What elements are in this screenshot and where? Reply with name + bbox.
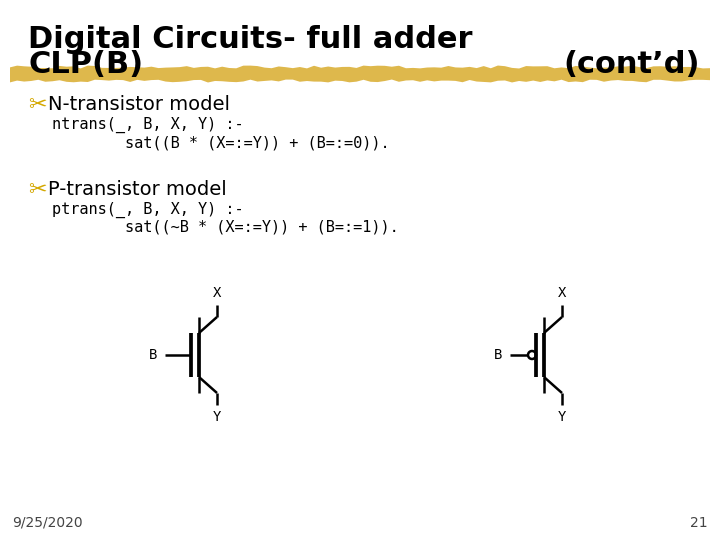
Text: 21: 21 — [690, 516, 708, 530]
Text: X: X — [558, 286, 566, 300]
Text: sat((~B * (X=:=Y)) + (B=:=1)).: sat((~B * (X=:=Y)) + (B=:=1)). — [52, 220, 399, 235]
Text: 9/25/2020: 9/25/2020 — [12, 516, 83, 530]
Text: B: B — [148, 348, 157, 362]
Text: sat((B * (X=:=Y)) + (B=:=0)).: sat((B * (X=:=Y)) + (B=:=0)). — [52, 135, 390, 150]
Text: (cont’d): (cont’d) — [564, 50, 700, 79]
Text: P-transistor model: P-transistor model — [48, 180, 227, 199]
Text: ✂: ✂ — [28, 95, 47, 115]
Text: B: B — [494, 348, 502, 362]
Text: ptrans(_, B, X, Y) :-: ptrans(_, B, X, Y) :- — [52, 202, 243, 218]
Text: X: X — [213, 286, 221, 300]
Text: CLP(B): CLP(B) — [28, 50, 143, 79]
Text: Y: Y — [558, 410, 566, 424]
Text: ntrans(_, B, X, Y) :-: ntrans(_, B, X, Y) :- — [52, 117, 243, 133]
Text: Digital Circuits- full adder: Digital Circuits- full adder — [28, 25, 472, 54]
Text: N-transistor model: N-transistor model — [48, 95, 230, 114]
Polygon shape — [10, 65, 710, 83]
Text: ✂: ✂ — [28, 180, 47, 200]
Text: Y: Y — [213, 410, 221, 424]
